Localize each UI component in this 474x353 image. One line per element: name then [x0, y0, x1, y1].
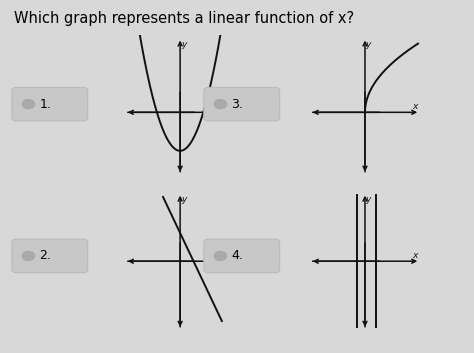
Text: 2.: 2.	[39, 250, 51, 262]
Text: x: x	[412, 102, 418, 110]
Text: y: y	[366, 195, 371, 204]
Text: Which graph represents a linear function of x?: Which graph represents a linear function…	[14, 11, 355, 25]
Text: x: x	[228, 251, 233, 260]
Text: 4.: 4.	[231, 250, 243, 262]
Text: x: x	[412, 251, 418, 260]
Text: y: y	[181, 195, 186, 204]
Text: 1.: 1.	[39, 98, 51, 110]
Text: x: x	[228, 102, 233, 110]
Text: y: y	[181, 40, 186, 49]
Text: y: y	[366, 40, 371, 49]
Text: 3.: 3.	[231, 98, 243, 110]
